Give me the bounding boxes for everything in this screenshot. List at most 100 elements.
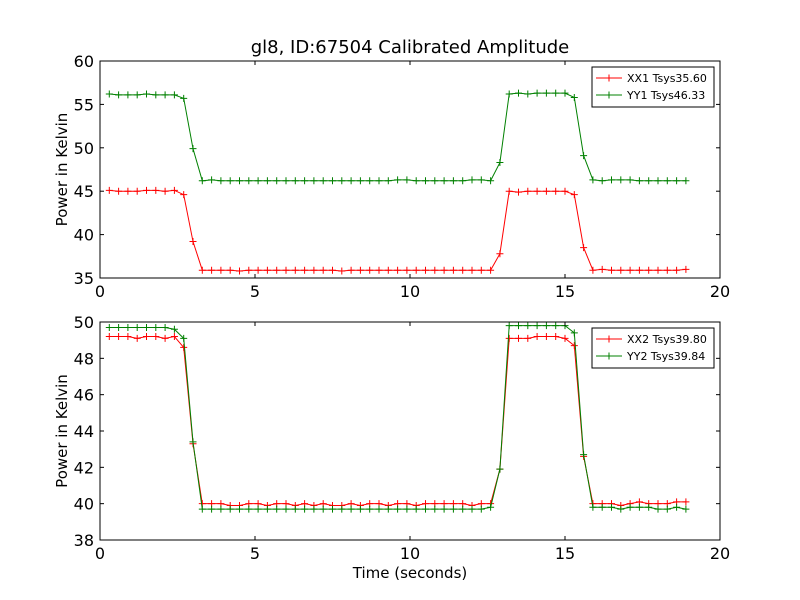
data-point [394,266,402,274]
data-point [189,438,197,446]
data-point [459,505,467,513]
data-point [375,505,383,513]
data-point [226,505,234,513]
data-point [496,159,504,167]
data-point [189,238,197,246]
data-point [319,266,327,274]
data-point [217,505,225,513]
data-point [115,333,123,341]
series-yy1 [105,89,690,185]
y-tick-label: 48 [74,349,94,368]
data-point [356,177,364,185]
data-point [477,176,485,184]
data-point [422,505,429,513]
data-point [338,505,346,513]
data-point [291,505,299,513]
data-point [589,266,597,274]
y-tick-label: 55 [74,95,94,114]
data-point [487,177,495,185]
legend-marker [605,74,613,82]
data-point [403,266,411,274]
data-point [366,505,374,513]
data-point [217,266,225,274]
data-point [570,191,578,199]
legend-marker [605,352,613,360]
data-point [654,505,662,513]
data-point [477,505,485,513]
legend-label: XX1 Tsys35.60 [627,72,707,85]
y-axis-label: Power in Kelvin [53,374,71,488]
data-point [663,177,671,185]
legend: XX1 Tsys35.60 YY1 Tsys46.33 [591,66,715,108]
data-point [226,266,234,274]
data-point [152,333,160,341]
data-point [152,186,160,194]
legend-box [591,66,715,108]
data-point [524,334,532,342]
data-point [645,503,653,511]
data-point [161,334,169,342]
data-point [449,505,457,513]
y-axis-label: Power in Kelvin [53,113,71,227]
data-point [673,266,681,274]
x-tick-label: 20 [710,282,730,301]
data-point [505,187,513,195]
data-point [319,505,327,513]
data-point [682,505,690,513]
data-point [468,505,476,513]
y-tick-label: 60 [74,52,94,71]
data-point [635,266,643,274]
data-point [133,323,141,331]
data-point [338,267,346,275]
data-point [170,186,178,194]
data-point [552,187,560,195]
data-point [236,267,243,275]
data-point [570,342,578,350]
data-point [552,322,560,330]
data-point [533,322,541,330]
data-point [431,177,439,185]
data-point [440,177,448,185]
data-point [515,89,522,97]
data-point [412,266,420,274]
data-point [170,333,178,341]
data-point [189,145,197,153]
data-point [505,334,513,342]
data-point [412,505,420,513]
data-point [654,177,662,185]
data-point [459,266,467,274]
x-tick-label: 0 [95,282,105,301]
data-point [319,177,327,185]
data-point [245,505,253,513]
data-point [626,266,634,274]
data-point [635,503,643,511]
data-point [580,244,588,252]
data-point [329,266,336,274]
data-point [598,265,606,273]
data-point [208,505,216,513]
data-point [673,177,681,185]
data-point [561,89,569,97]
data-point [542,187,550,195]
data-point [580,152,588,160]
data-point [496,250,504,258]
data-point [617,176,625,184]
data-point [291,266,299,274]
data-point [291,177,299,185]
y-tick-label: 50 [74,313,94,332]
data-point [515,322,522,330]
data-point [496,465,504,473]
data-point [589,176,597,184]
y-tick-label: 40 [74,226,94,245]
data-point [236,177,243,185]
data-point [375,177,383,185]
data-point [570,93,578,101]
data-point [552,333,560,341]
data-point [170,325,178,333]
data-point [449,266,457,274]
data-point [263,266,271,274]
data-point [347,177,355,185]
data-point [626,176,634,184]
series-yy2 [105,322,690,513]
data-point [356,505,364,513]
